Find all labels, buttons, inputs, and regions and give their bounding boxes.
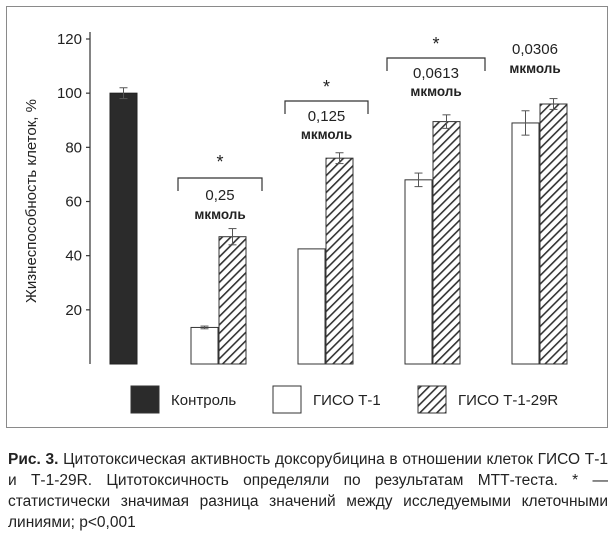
y-tick-label: 20 bbox=[65, 302, 82, 319]
bar-giso-t1 bbox=[511, 122, 540, 365]
bar-giso-t1-29r bbox=[218, 236, 247, 365]
caption-label: Рис. 3. bbox=[8, 451, 59, 468]
bar-giso-t1-29r bbox=[325, 157, 354, 365]
concentration-value: 0,125 bbox=[308, 108, 346, 125]
bar-giso-t1-29r bbox=[539, 103, 568, 365]
bar-giso-t1 bbox=[190, 326, 219, 365]
significance-star: * bbox=[323, 77, 330, 97]
concentration-unit: мкмоль bbox=[509, 61, 560, 76]
significance-bracket bbox=[284, 100, 369, 114]
concentration-unit: мкмоль bbox=[194, 207, 245, 222]
significance-star: * bbox=[432, 34, 439, 54]
concentration-unit: мкмоль bbox=[301, 127, 352, 142]
concentration-unit: мкмоль bbox=[410, 84, 461, 99]
legend-swatch bbox=[272, 385, 302, 414]
significance-bracket bbox=[386, 57, 486, 71]
y-tick-label: 120 bbox=[57, 31, 82, 48]
y-tick-label: 40 bbox=[65, 248, 82, 265]
bar-control bbox=[109, 92, 138, 365]
legend-label: Контроль bbox=[171, 392, 236, 409]
legend-label: ГИСО Т-1 bbox=[313, 392, 381, 409]
caption-text: Цитотоксическая активность доксорубицина… bbox=[8, 451, 608, 531]
figure-frame bbox=[6, 6, 608, 428]
concentration-value: 0,0306 bbox=[512, 41, 558, 58]
y-tick-label: 80 bbox=[65, 139, 82, 156]
bar-giso-t1 bbox=[297, 248, 326, 365]
figure-caption: Рис. 3. Цитотоксическая активность доксо… bbox=[8, 449, 608, 533]
significance-bracket bbox=[177, 177, 263, 191]
y-axis-label: Жизнеспособность клеток, % bbox=[23, 99, 40, 303]
chart: 120 100 80 60 40 20 Жизнеспособность клеток, %… bbox=[23, 31, 568, 414]
concentration-value: 0,0613 bbox=[413, 65, 459, 82]
y-tick-label: 100 bbox=[57, 85, 82, 102]
legend-label: ГИСО Т-1-29R bbox=[458, 392, 558, 409]
concentration-value: 0,25 bbox=[205, 187, 234, 204]
bar-giso-t1-29r bbox=[432, 121, 461, 365]
legend-swatch bbox=[130, 385, 160, 414]
bar-giso-t1 bbox=[404, 179, 433, 365]
legend-swatch bbox=[417, 385, 447, 414]
significance-star: * bbox=[216, 152, 223, 172]
y-tick-label: 60 bbox=[65, 194, 82, 211]
